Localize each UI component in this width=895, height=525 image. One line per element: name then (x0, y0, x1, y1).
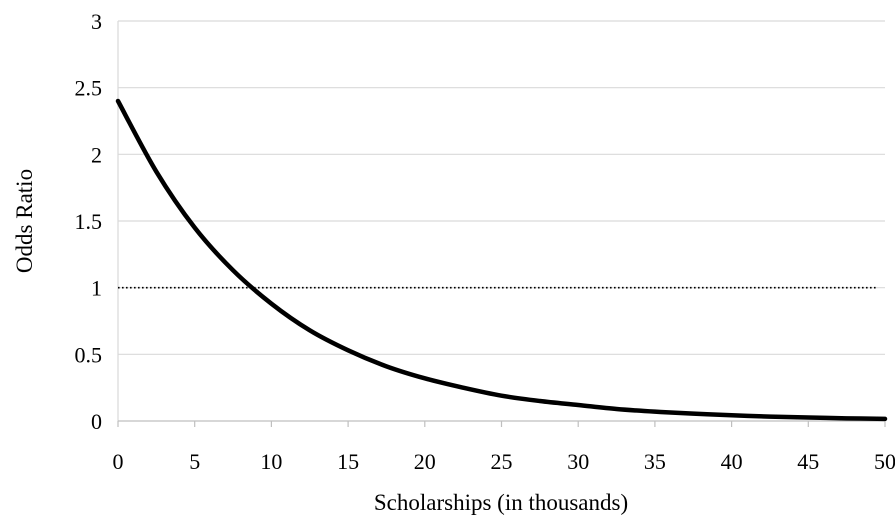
y-tick-label-3: 1.5 (75, 209, 103, 234)
x-tick-label-0: 0 (113, 449, 124, 474)
y-tick-label-1: 0.5 (75, 342, 103, 367)
x-tick-label-3: 15 (337, 449, 359, 474)
x-tick-label-9: 45 (797, 449, 819, 474)
x-tick-label-5: 25 (491, 449, 513, 474)
y-axis-title: Odds Ratio (12, 169, 37, 273)
y-tick-labels: 0 0.5 1 1.5 2 2.5 3 (75, 9, 103, 434)
y-tick-label-2: 1 (91, 276, 102, 301)
x-tick-label-1: 5 (189, 449, 200, 474)
x-tick-label-8: 40 (721, 449, 743, 474)
y-tick-label-0: 0 (91, 409, 102, 434)
series-group (115, 98, 888, 422)
x-tick-label-4: 20 (414, 449, 436, 474)
y-tick-label-5: 2.5 (75, 76, 103, 101)
x-axis-title: Scholarships (in thousands) (374, 490, 628, 515)
y-tick-label-4: 2 (91, 142, 102, 167)
y-tick-label-6: 3 (91, 9, 102, 34)
x-tick-label-10: 50 (874, 449, 895, 474)
x-tick-label-7: 35 (644, 449, 666, 474)
series-line-0 (115, 98, 888, 422)
x-tick-label-6: 30 (567, 449, 589, 474)
x-axis-ticks (117, 421, 886, 427)
x-tick-label-2: 10 (260, 449, 282, 474)
gridlines (118, 20, 885, 355)
x-tick-labels: 0 5 10 15 20 25 30 35 40 45 50 (113, 449, 895, 474)
